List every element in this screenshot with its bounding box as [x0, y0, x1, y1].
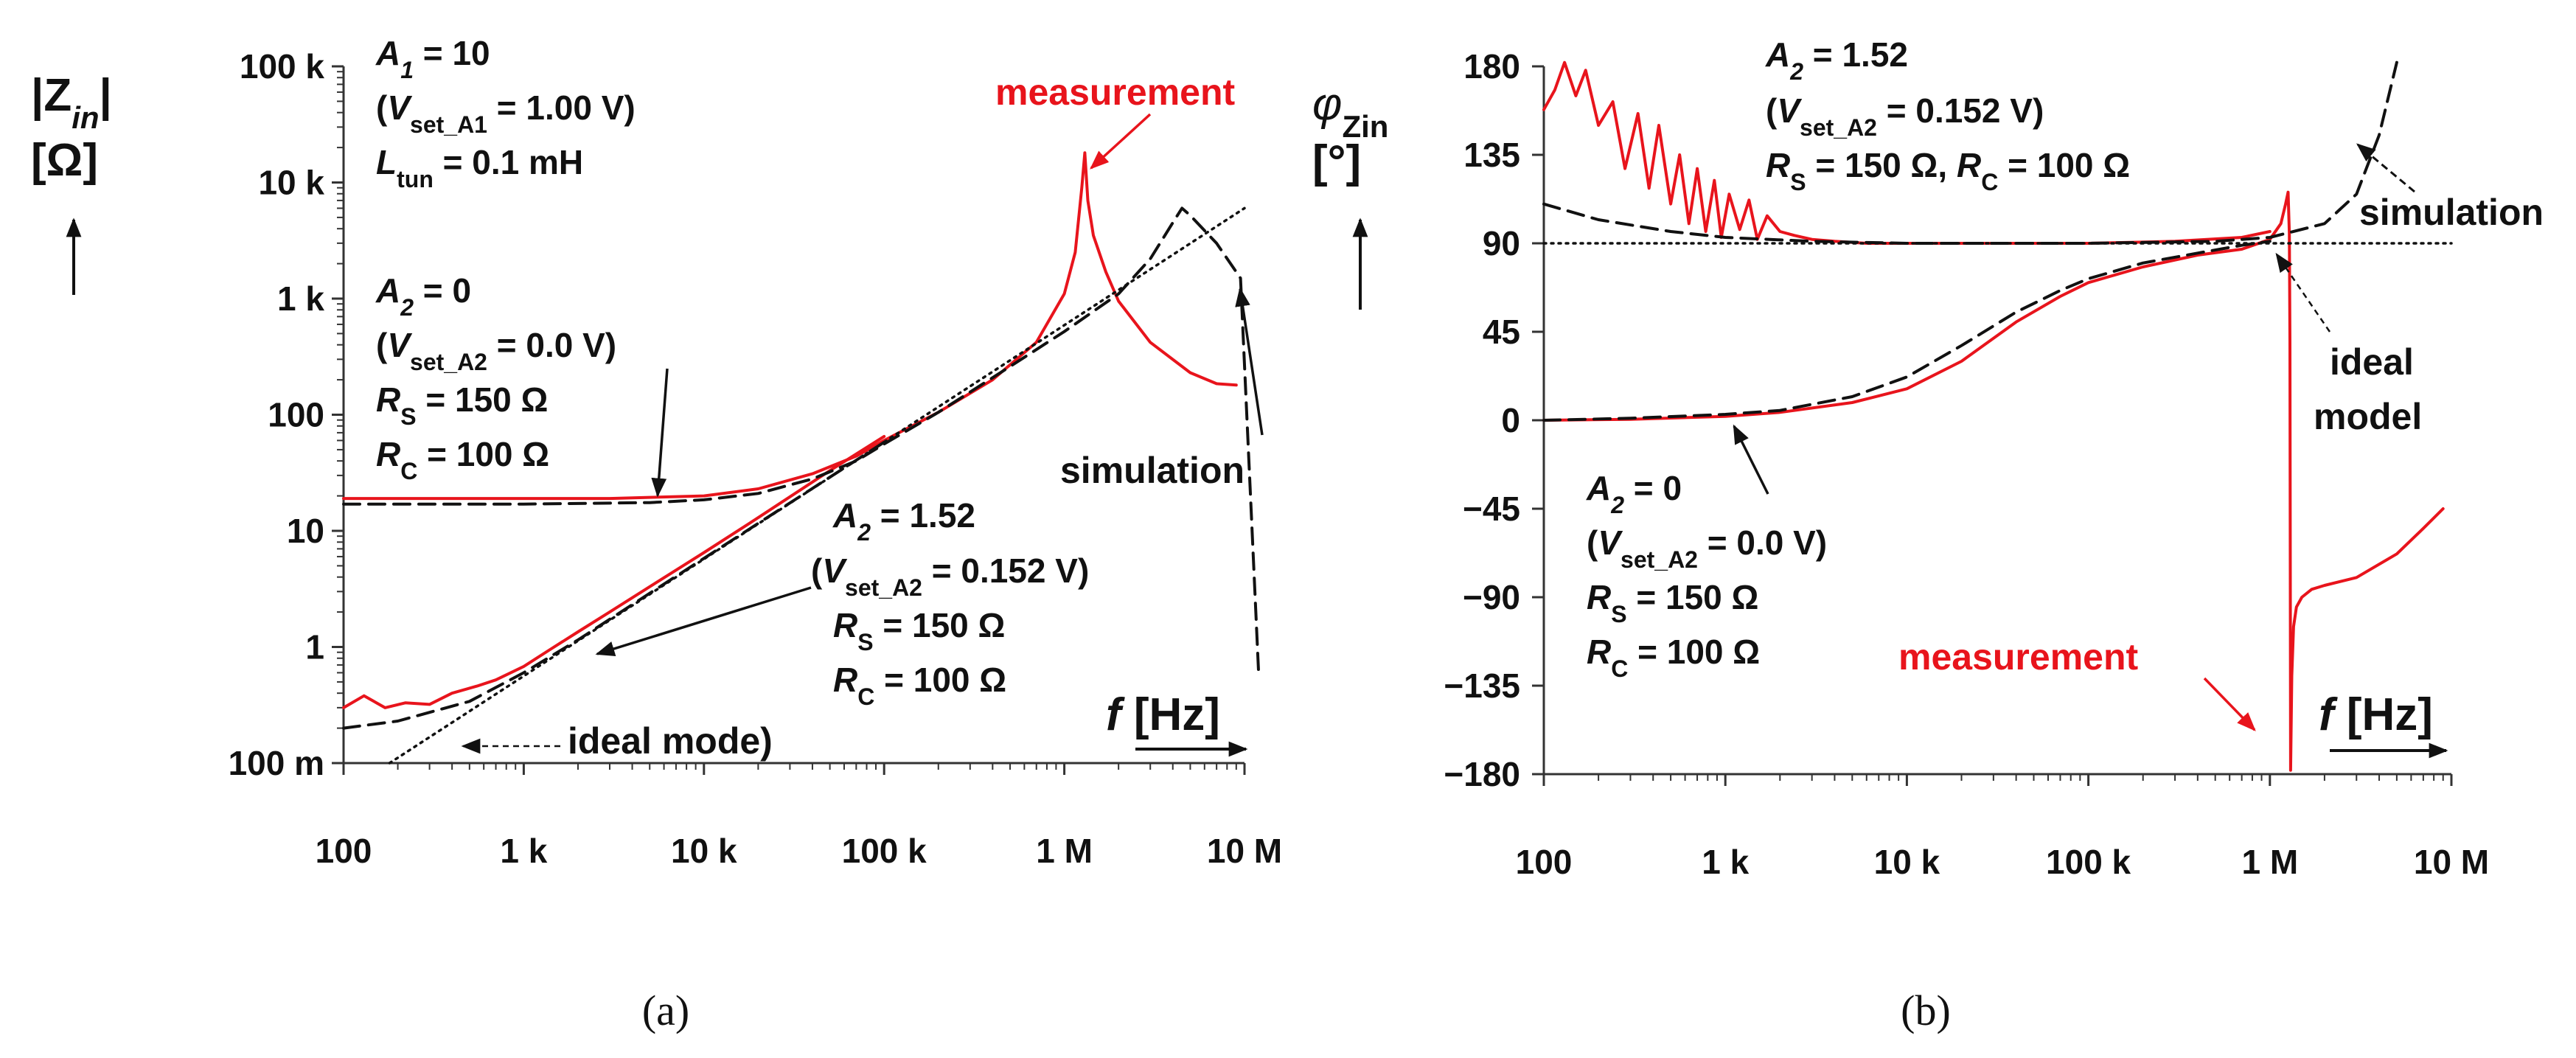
- panel-a-label-measurement: measurement: [995, 72, 1235, 113]
- panel-a-annotation-vset-a2-zero: (Vset_A2 = 0.0 V): [376, 326, 616, 375]
- panel-a-arrow-a2-zero: [651, 368, 669, 498]
- panel-b-arrow-simulation: [2356, 143, 2415, 193]
- panel-a-ytick-label-1: 10 k: [258, 164, 324, 202]
- panel-b-ytick-label-5: −45: [1463, 490, 1520, 528]
- panel-a-arrow-measurement: [1090, 113, 1152, 170]
- panel-a-ytick-label-4: 10: [287, 512, 324, 550]
- panel-b-ytick-label-8: −180: [1444, 755, 1520, 793]
- panel-b-annotation-rs-zero: RS = 150 Ω: [1587, 578, 1758, 627]
- panel-b-xtick-label-2: 10 k: [1874, 843, 1940, 881]
- panel-b-ticks: 100 1 k 10 k 100 k 1 M 10 M 180 135 90 45 0 −45 −90 −…: [1444, 47, 2489, 881]
- panel-a-ylabel-unit: [Ω]: [31, 135, 98, 186]
- panel-a-xlabel: f [Hz]: [1106, 689, 1220, 740]
- panel-b-xtick-label-4: 1 M: [2241, 843, 2298, 881]
- panel-b-xtick-label-3: 100 k: [2046, 843, 2131, 881]
- panel-b-series: [1542, 60, 2453, 772]
- panel-a-xtick-label-1: 1 k: [500, 832, 547, 870]
- panel-a-label: (a): [642, 986, 689, 1034]
- panel-a-annotation-ltun: Ltun = 0.1 mH: [376, 143, 583, 192]
- panel-a-label-ideal: ideal mode): [568, 720, 773, 762]
- panel-a-ytick-label-2: 1 k: [277, 279, 324, 318]
- panel-b-annotation-rc-zero: RC = 100 Ω: [1587, 633, 1760, 682]
- panel-b-impedance-phase: 100 1 k 10 k 100 k 1 M 10 M 180 135 90 45 0 −45 −90 −…: [1312, 35, 2544, 1034]
- panel-a-ticks: 100 1 k 10 k 100 k 1 M 10 M 100 k 10 k 1 k 100 10 1…: [229, 47, 1283, 870]
- panel-b-xtick-label-1: 1 k: [1702, 843, 1749, 881]
- panel-a-series-4: [388, 206, 1246, 765]
- panel-b-series-0: [1542, 60, 2272, 245]
- panel-b-arrow-ideal: [2275, 252, 2331, 333]
- panel-a-xtick-label-3: 100 k: [842, 832, 927, 870]
- panel-a-impedance-magnitude: 100 1 k 10 k 100 k 1 M 10 M 100 k 10 k 1 k 100 10 1…: [31, 34, 1282, 1034]
- panel-a-arrow-simulation: [1235, 287, 1264, 436]
- panel-b-annotation-a2-152: A2 = 1.52: [1765, 35, 1908, 85]
- panel-a-ytick-label-3: 100: [268, 396, 324, 434]
- panel-a-label-simulation: simulation: [1060, 450, 1245, 491]
- panel-b-series-1: [1542, 190, 2445, 772]
- panel-a-xtick-label-5: 10 M: [1207, 832, 1282, 870]
- panel-b-annotation-a2-zero: A2 = 0: [1586, 469, 1682, 518]
- panel-b-annotation-vset-a2-152: (Vset_A2 = 0.152 V): [1766, 91, 2044, 141]
- panel-a-annotation-vset-a1: (Vset_A1 = 1.00 V): [376, 88, 636, 138]
- panel-b-label-ideal-1: ideal: [2330, 341, 2414, 383]
- panel-a-series: [342, 151, 1261, 765]
- panel-a-ylabel: |Zin|: [31, 70, 112, 135]
- panel-a-annotation-rc-zero: RC = 100 Ω: [376, 435, 549, 484]
- panel-b-arrow-measurement: [2203, 677, 2256, 731]
- panel-b-ytick-label-4: 0: [1501, 401, 1520, 439]
- panel-a-xtick-label-4: 1 M: [1036, 832, 1093, 870]
- panel-b-label-measurement: measurement: [1898, 636, 2138, 678]
- panel-a-xtick-label-0: 100: [316, 832, 372, 870]
- panel-a-series-3: [342, 440, 886, 730]
- panel-a-annotation-a2-zero: A2 = 0: [375, 271, 471, 321]
- panel-b-ytick-label-3: 45: [1483, 313, 1520, 351]
- panel-b-annotation-rs-rc-152: RS = 150 Ω, RC = 100 Ω: [1766, 146, 2130, 195]
- panel-b-series-3: [1542, 240, 2272, 422]
- panel-a-series-0: [342, 151, 1238, 501]
- panel-b-ylabel: φZin: [1312, 79, 1388, 144]
- panel-b-ytick-label-2: 90: [1483, 224, 1520, 262]
- panel-b-ytick-label-7: −135: [1444, 667, 1520, 705]
- panel-b-label-ideal-2: model: [2314, 396, 2422, 437]
- panel-b-annotation-vset-a2-zero: (Vset_A2 = 0.0 V): [1587, 523, 1827, 573]
- panel-a-annotation-rs-zero: RS = 150 Ω: [376, 380, 548, 430]
- panel-a-ytick-label-5: 1: [305, 628, 324, 667]
- panel-b-ylabel-unit: [°]: [1312, 136, 1361, 187]
- panel-a-series-2: [342, 206, 1261, 679]
- panel-b-series-2: [1542, 60, 2398, 245]
- panel-b-label-simulation: simulation: [2359, 192, 2544, 233]
- panel-b-ytick-label-1: 135: [1463, 136, 1520, 174]
- panel-a-ytick-label-6: 100 m: [229, 744, 324, 782]
- panel-a-annotation-rc-152: RC = 100 Ω: [833, 661, 1006, 710]
- panel-b-ytick-label-6: −90: [1463, 578, 1520, 616]
- panel-a-annotation-vset-a2-152: (Vset_A2 = 0.152 V): [811, 551, 1089, 601]
- panel-a-annotation-rs-152: RS = 150 Ω: [833, 606, 1005, 655]
- panel-b-label: (b): [1901, 986, 1951, 1034]
- panel-a-annotation-a1: A1 = 10: [375, 34, 490, 83]
- panel-a-ytick-label-0: 100 k: [240, 47, 325, 86]
- panel-b-xtick-label-5: 10 M: [2414, 843, 2489, 881]
- panel-b-ytick-label-0: 180: [1463, 47, 1520, 86]
- panel-a-arrow-a2-152: [595, 586, 812, 656]
- panel-b-arrow-a2-zero: [1733, 424, 1769, 495]
- panel-a-series-1: [342, 435, 886, 709]
- panel-b-xlabel: f [Hz]: [2319, 689, 2433, 740]
- panel-a-annotation-a2-152: A2 = 1.52: [832, 496, 975, 546]
- panel-b-xtick-label-0: 100: [1516, 843, 1573, 881]
- panel-a-xtick-label-2: 10 k: [671, 832, 737, 870]
